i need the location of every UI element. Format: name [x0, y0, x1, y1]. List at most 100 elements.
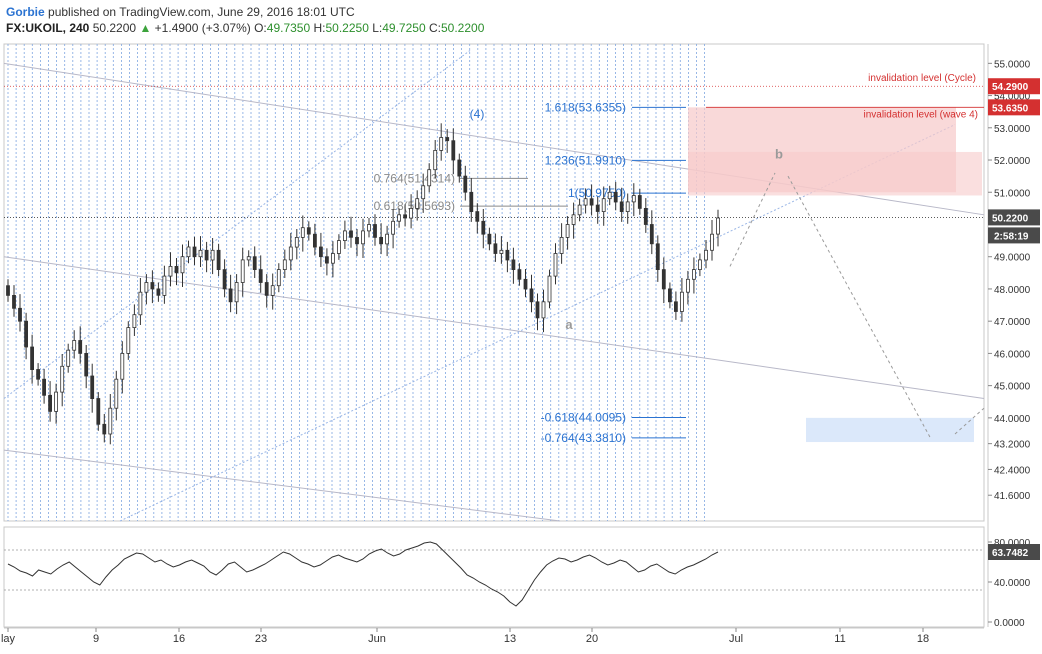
close-label: C:: [428, 21, 441, 35]
candle-body: [457, 159, 462, 177]
candle-body: [499, 249, 504, 254]
candle-body: [481, 220, 486, 235]
candle-body: [577, 204, 582, 216]
invalidation-wave4-label: invalidation level (wave 4): [863, 109, 978, 120]
price-axis-label: 41.6000: [994, 491, 1031, 502]
candle-body: [505, 249, 510, 261]
candle-body: [258, 269, 263, 283]
candle-body: [114, 378, 119, 409]
candle-body: [228, 288, 233, 303]
invalidation-cycle-label: invalidation level (Cycle): [868, 73, 976, 84]
candle-body: [300, 227, 305, 238]
candle-body: [6, 285, 10, 296]
time-axis-label: 16: [173, 633, 185, 645]
fib-level-label: -0.618(44.0095): [541, 411, 626, 425]
candle-body: [643, 207, 648, 225]
candle-body: [120, 352, 125, 380]
wave-a-label: a: [565, 317, 573, 332]
fib-level-label: 0.618(50.5693): [374, 199, 455, 213]
price-axis-label: 46.0000: [994, 349, 1031, 360]
publish-info: published on TradingView.com, June 29, 2…: [48, 5, 355, 19]
rsi-pane[interactable]: [3, 526, 985, 628]
candle-body: [541, 301, 546, 319]
candle-body: [324, 256, 329, 264]
projected-wave-b-path: [729, 172, 776, 267]
candle-body: [210, 249, 215, 261]
candle-body: [12, 294, 16, 309]
candle-body: [397, 214, 402, 222]
candle-body: [686, 278, 690, 293]
candle-body: [655, 243, 660, 271]
candle-body: [367, 224, 371, 232]
fib-level-label: 1.618(53.6355): [545, 100, 626, 114]
candle-body: [433, 149, 438, 171]
low-label: L:: [372, 21, 383, 35]
change-up-icon: ▲: [139, 21, 152, 35]
target-b-zone: [688, 151, 982, 196]
candle-body: [108, 407, 113, 435]
candle-body: [439, 137, 444, 151]
last-price: 50.2200: [92, 21, 137, 35]
countdown-tag: 2:58:19: [994, 231, 1029, 242]
candle-body: [102, 423, 107, 435]
wave4-price-tag: 53.6350: [992, 103, 1029, 114]
candle-body: [270, 285, 275, 296]
candle-body: [565, 224, 570, 238]
candle-body: [571, 214, 576, 225]
candle-body: [668, 288, 672, 303]
candle-body: [469, 191, 474, 213]
candle-body: [72, 340, 77, 351]
candle-body: [264, 282, 269, 296]
candle-body: [583, 198, 588, 206]
candle-body: [138, 291, 143, 316]
candle-body: [150, 282, 155, 290]
candle-body: [186, 246, 191, 258]
candle-body: [649, 224, 654, 245]
candle-body: [306, 227, 311, 235]
low-value: 49.7250: [382, 21, 426, 35]
channel-mid-line: [3, 256, 985, 400]
candle-body: [487, 233, 492, 245]
channel-lower-line: [3, 449, 561, 522]
candle-body: [126, 327, 131, 354]
candle-body: [511, 259, 516, 270]
candle-body: [42, 378, 46, 396]
candle-body: [373, 224, 377, 238]
time-axis-label: 11: [834, 633, 845, 645]
rsi-axis-label: 80.0000: [994, 538, 1031, 549]
candle-body: [90, 375, 95, 400]
candle-body: [66, 349, 71, 367]
symbol-name[interactable]: FX:UKOIL, 240: [6, 21, 90, 35]
price-axis-label: 54.0000: [994, 92, 1031, 103]
candle-body: [144, 282, 149, 293]
publish-line: Gorbie published on TradingView.com, Jun…: [6, 4, 1006, 20]
high-value: 50.2250: [325, 21, 369, 35]
candle-body: [559, 236, 564, 254]
candle-body: [631, 195, 636, 203]
candle-body: [252, 256, 257, 271]
candle-body: [613, 191, 618, 203]
wave-b-label: b: [775, 146, 783, 161]
candle-body: [517, 269, 522, 280]
close-value: 50.2200: [440, 21, 485, 35]
rsi-line: [7, 541, 719, 607]
time-axis-label: 18: [917, 633, 929, 645]
open-label: O:: [254, 21, 267, 35]
candle-body: [403, 214, 408, 219]
candle-body: [607, 191, 612, 200]
candle-body: [288, 246, 293, 261]
author-name[interactable]: Gorbie: [6, 5, 45, 19]
price-axis-label: 51.0000: [994, 188, 1031, 199]
candle-body: [349, 230, 353, 238]
candle-body: [523, 278, 528, 290]
target-c-zone: [806, 417, 974, 443]
candle-body: [637, 195, 642, 209]
candle-body: [421, 185, 426, 200]
candle-body: [336, 240, 341, 254]
candle-body: [78, 340, 83, 354]
wave4-price-tag-bg: [988, 99, 1040, 116]
time-axis-label: 13: [504, 633, 516, 645]
time-axis-label: 20: [586, 633, 598, 645]
candle-body: [294, 236, 299, 248]
